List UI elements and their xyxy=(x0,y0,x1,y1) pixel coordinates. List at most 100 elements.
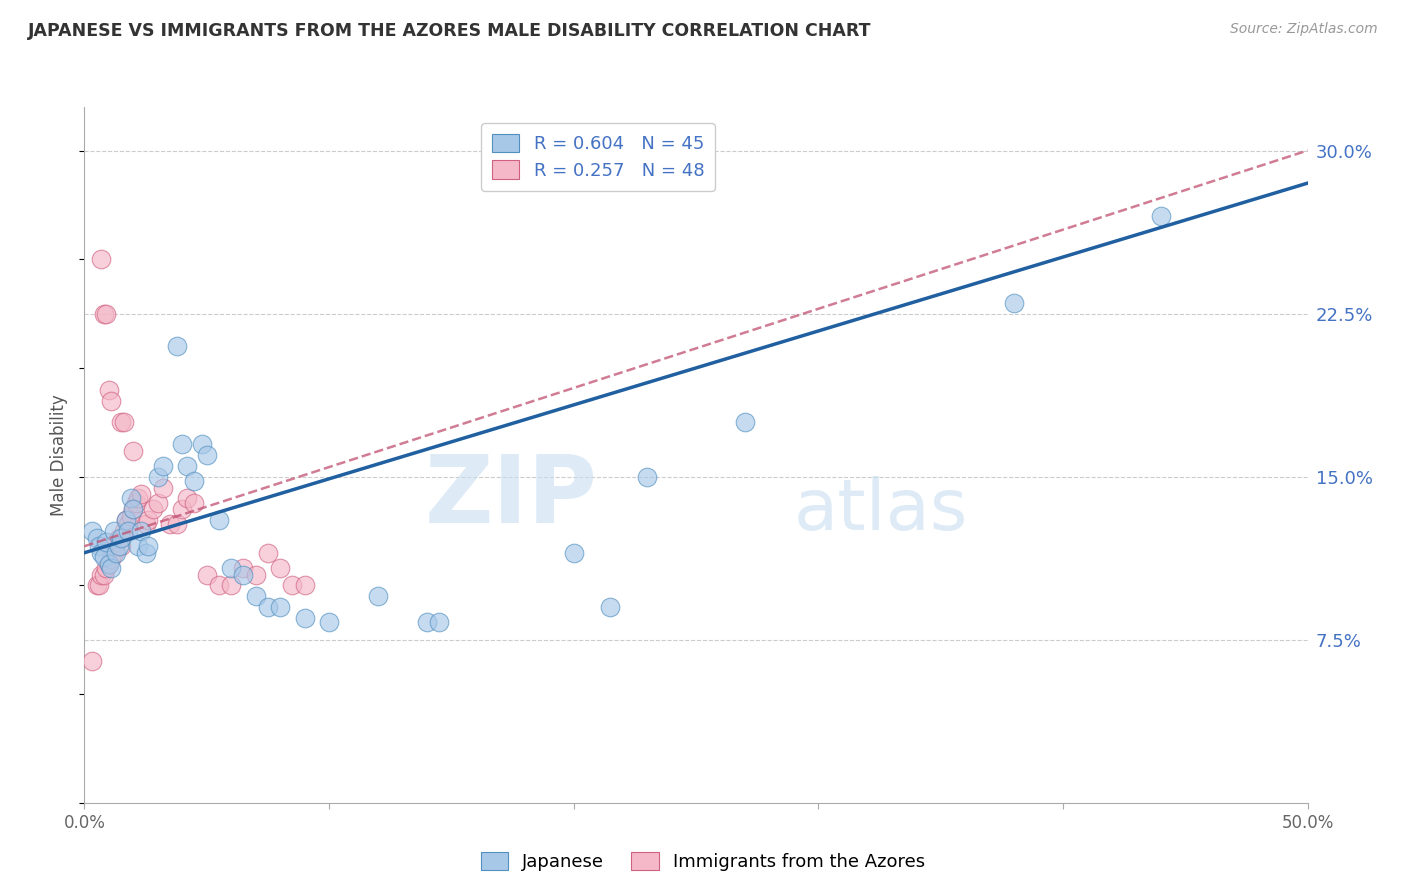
Point xyxy=(100,561,122,575)
Point xyxy=(86,531,108,545)
Point xyxy=(96,561,118,575)
Point xyxy=(105,535,128,549)
Point xyxy=(87,578,110,592)
Point xyxy=(245,589,267,603)
Point xyxy=(117,524,139,538)
Point xyxy=(142,502,165,516)
Point xyxy=(96,307,118,321)
Point xyxy=(115,513,138,527)
Point xyxy=(208,578,231,592)
Y-axis label: Male Disability: Male Disability xyxy=(51,394,69,516)
Point xyxy=(146,469,169,483)
Point xyxy=(120,491,142,506)
Point xyxy=(269,561,291,575)
Point xyxy=(122,502,145,516)
Point xyxy=(1150,209,1173,223)
Point xyxy=(257,600,280,615)
Point xyxy=(97,557,120,571)
Point xyxy=(219,561,242,575)
Point xyxy=(734,415,756,429)
Point xyxy=(127,491,149,506)
Point xyxy=(103,546,125,560)
Point xyxy=(80,655,103,669)
Point xyxy=(294,611,316,625)
Point xyxy=(427,615,450,630)
Point xyxy=(129,524,152,538)
Point xyxy=(107,531,129,545)
Point xyxy=(135,546,157,560)
Point xyxy=(166,339,188,353)
Text: Source: ZipAtlas.com: Source: ZipAtlas.com xyxy=(1230,22,1378,37)
Point xyxy=(97,383,120,397)
Point xyxy=(93,567,115,582)
Point xyxy=(195,567,218,582)
Point xyxy=(87,539,110,553)
Point xyxy=(117,517,139,532)
Point xyxy=(208,513,231,527)
Point xyxy=(183,474,205,488)
Point xyxy=(1002,295,1025,310)
Point xyxy=(112,415,135,429)
Point xyxy=(159,517,181,532)
Point xyxy=(257,546,280,560)
Point xyxy=(110,415,132,429)
Point xyxy=(136,539,159,553)
Text: ZIP: ZIP xyxy=(425,450,598,542)
Point xyxy=(195,448,218,462)
Point xyxy=(127,539,149,553)
Legend: R = 0.604   N = 45, R = 0.257   N = 48: R = 0.604 N = 45, R = 0.257 N = 48 xyxy=(481,123,716,191)
Point xyxy=(176,491,198,506)
Point xyxy=(125,496,148,510)
Text: atlas: atlas xyxy=(794,476,969,545)
Point xyxy=(110,539,132,553)
Point xyxy=(294,578,316,592)
Point xyxy=(172,502,194,516)
Point xyxy=(110,531,132,545)
Point xyxy=(103,524,125,538)
Point xyxy=(318,615,340,630)
Point xyxy=(100,393,122,408)
Point xyxy=(219,578,242,592)
Point xyxy=(232,567,254,582)
Point xyxy=(129,487,152,501)
Point xyxy=(245,567,267,582)
Point xyxy=(115,513,138,527)
Point xyxy=(120,508,142,523)
Point xyxy=(172,437,194,451)
Point xyxy=(166,517,188,532)
Point xyxy=(90,567,112,582)
Point xyxy=(93,550,115,565)
Point xyxy=(100,552,122,566)
Point xyxy=(281,578,304,592)
Point xyxy=(562,546,585,560)
Point xyxy=(146,496,169,510)
Point xyxy=(269,600,291,615)
Point xyxy=(599,600,621,615)
Point xyxy=(105,546,128,560)
Point xyxy=(90,546,112,560)
Point xyxy=(107,539,129,553)
Point xyxy=(152,458,174,473)
Point xyxy=(636,469,658,483)
Text: JAPANESE VS IMMIGRANTS FROM THE AZORES MALE DISABILITY CORRELATION CHART: JAPANESE VS IMMIGRANTS FROM THE AZORES M… xyxy=(28,22,872,40)
Point xyxy=(112,524,135,538)
Point xyxy=(136,513,159,527)
Point xyxy=(152,481,174,495)
Point xyxy=(176,458,198,473)
Point xyxy=(97,539,120,553)
Point xyxy=(86,578,108,592)
Legend: Japanese, Immigrants from the Azores: Japanese, Immigrants from the Azores xyxy=(474,845,932,879)
Point xyxy=(90,252,112,267)
Point xyxy=(122,502,145,516)
Point xyxy=(232,561,254,575)
Point xyxy=(135,517,157,532)
Point xyxy=(416,615,439,630)
Point xyxy=(80,524,103,538)
Point xyxy=(93,307,115,321)
Point xyxy=(367,589,389,603)
Point xyxy=(96,535,118,549)
Point xyxy=(97,557,120,571)
Point xyxy=(191,437,214,451)
Point xyxy=(183,496,205,510)
Point xyxy=(122,443,145,458)
